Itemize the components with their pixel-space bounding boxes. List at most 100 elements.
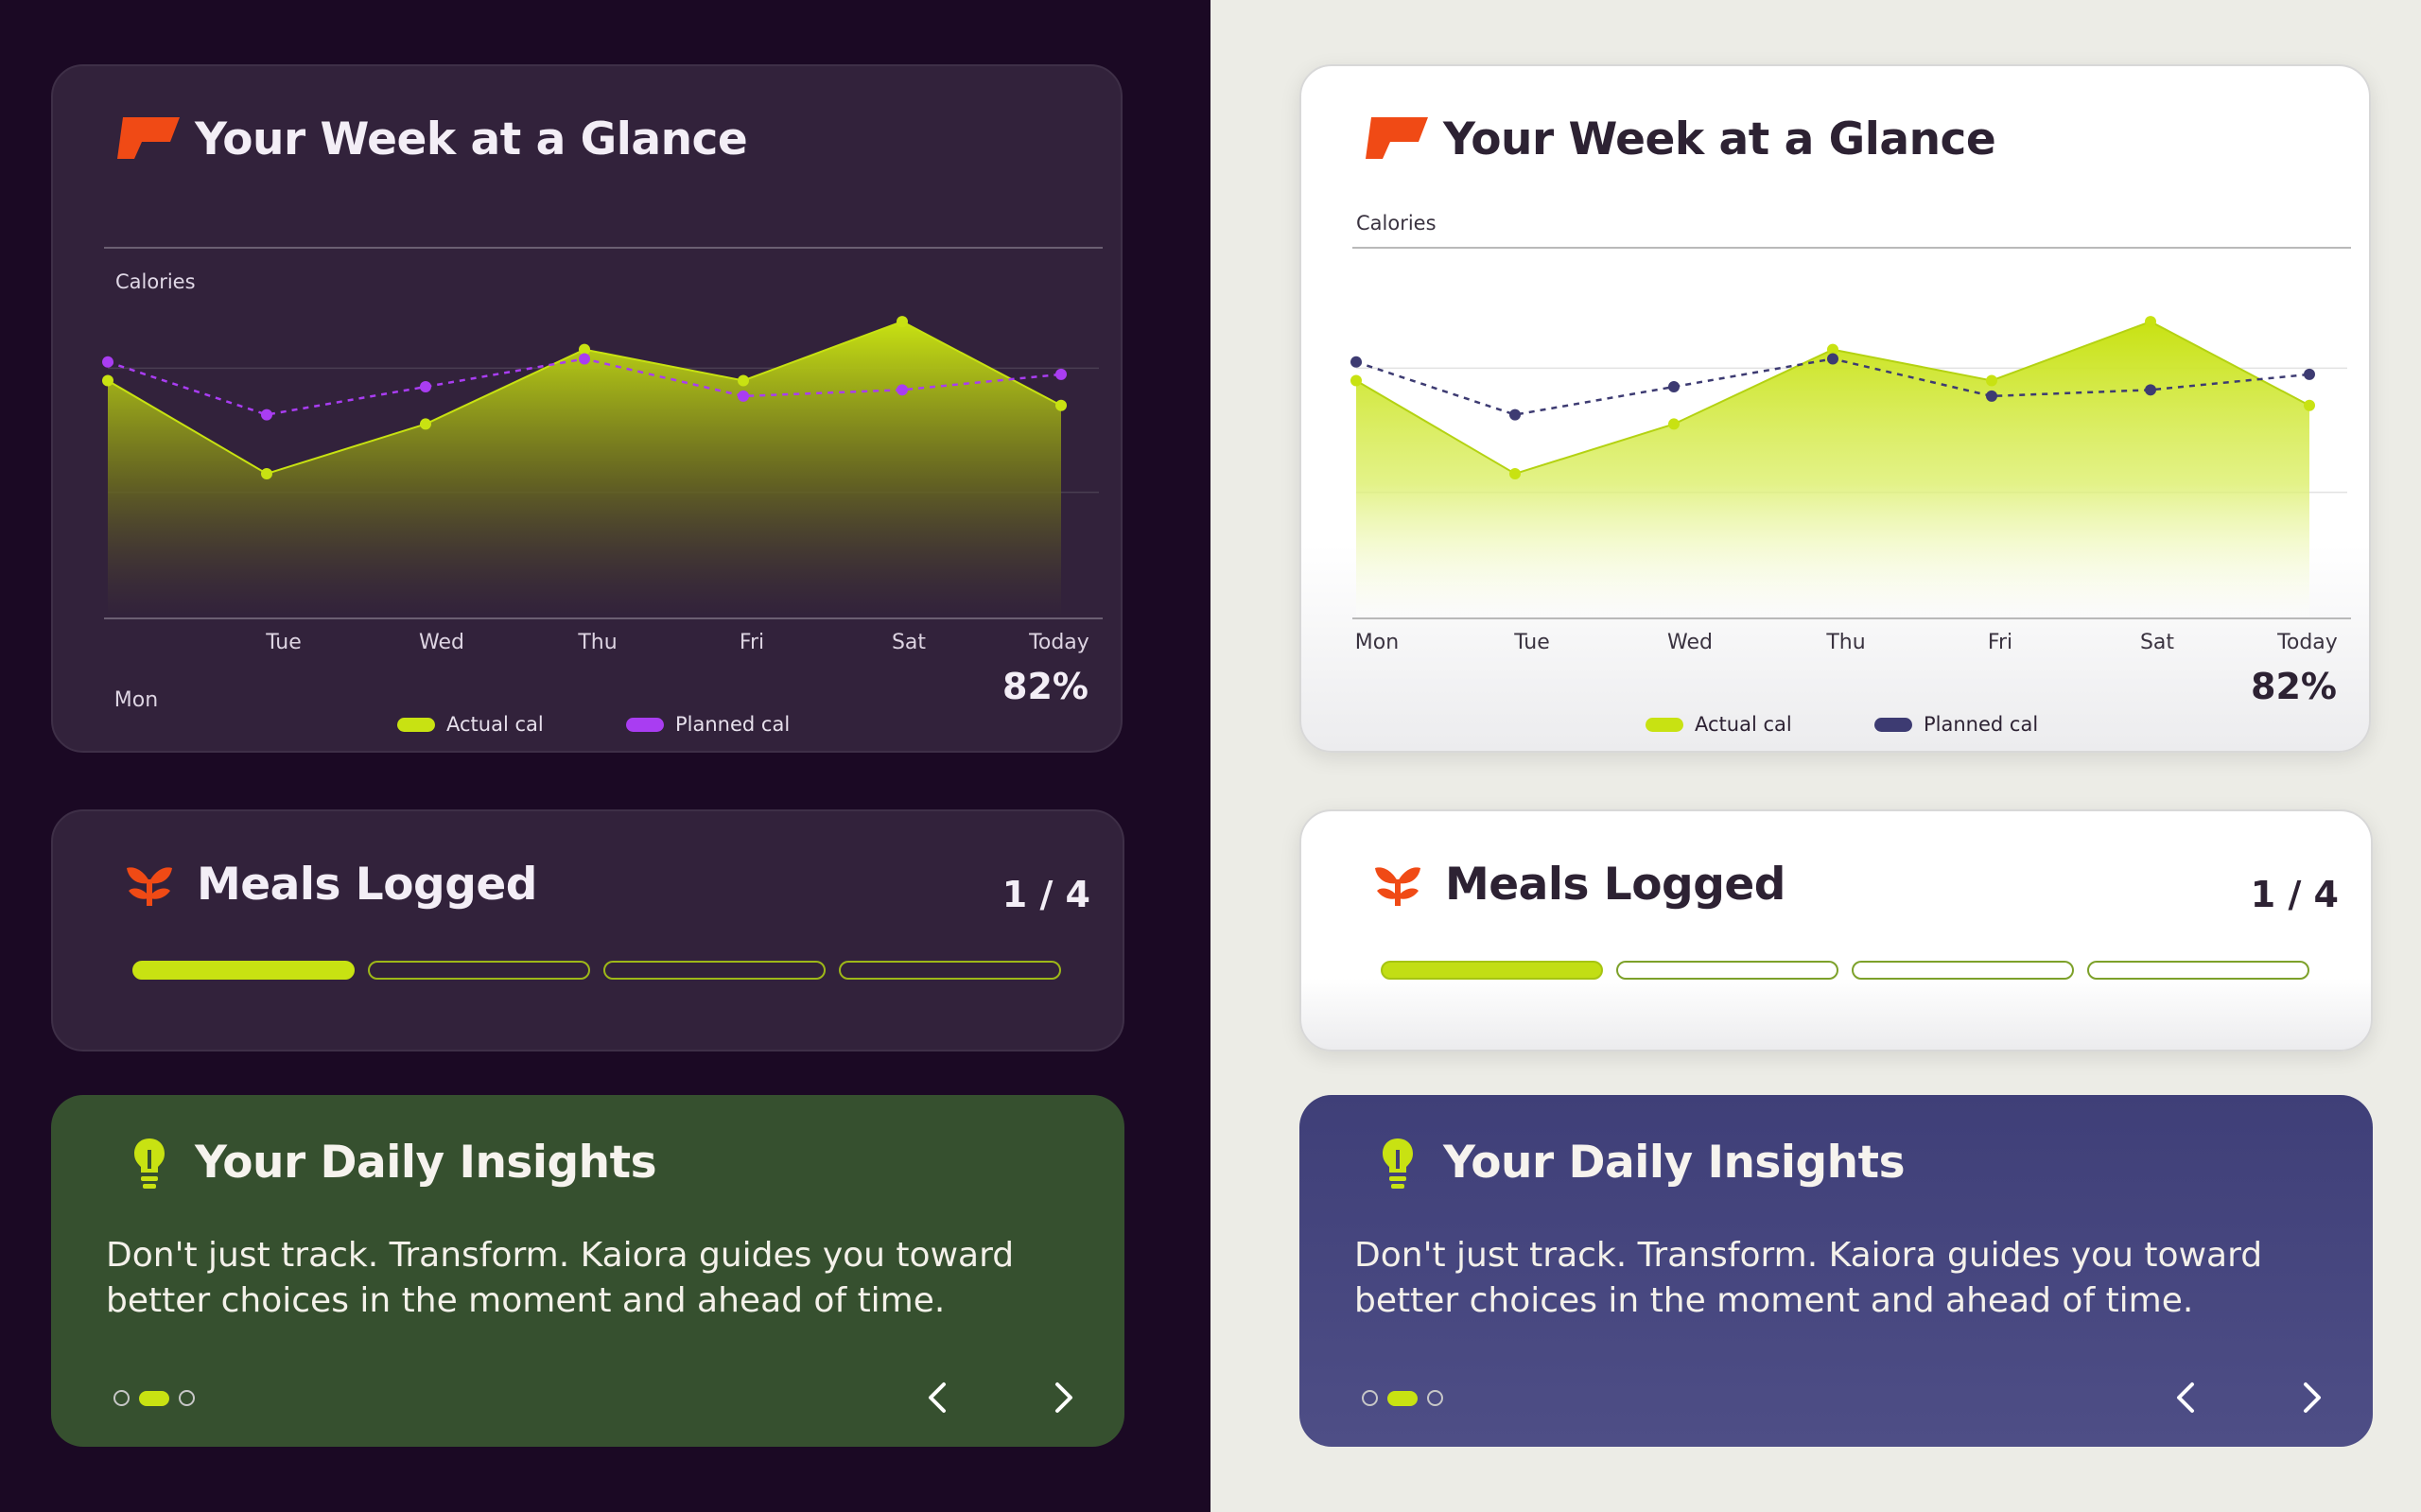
planned-point [738,390,749,402]
weekly-calories-chart [102,247,1103,619]
meals-logged-card: Meals Logged 1 / 4 [1299,809,2373,1051]
planned-point [261,408,272,421]
legend-planned: Planned cal [1874,713,2038,736]
flag-logo-icon [117,117,180,159]
x-tick-fri: Fri [1987,631,2013,654]
x-tick-sat: Sat [891,631,927,654]
actual-area [1356,322,2309,617]
actual-point [738,374,749,387]
x-tick-fri: Fri [739,631,765,654]
x-tick-thu: Thu [578,631,618,654]
planned-point [1509,408,1521,421]
page-dot[interactable] [179,1390,195,1406]
chevron-left-icon[interactable] [2168,1379,2205,1416]
lightbulb-icon [134,1138,165,1189]
dark-theme-panel: Your Week at a Glance Calories Mon Tue W… [0,0,1210,1512]
meals-logged-card: Meals Logged 1 / 4 [51,809,1124,1051]
actual-point [420,418,431,430]
page-dot-active[interactable] [139,1390,169,1406]
page-dot[interactable] [113,1390,130,1406]
legend-label-actual: Actual cal [446,713,544,736]
progress-segment [603,961,826,980]
planned-point [420,381,431,393]
progress-segment [839,961,1061,980]
meals-progress-bar [1381,961,2309,980]
progress-segment [1616,961,1838,980]
actual-point [1986,374,1997,387]
legend-label-planned: Planned cal [1924,713,2039,736]
planned-point [2145,384,2156,396]
x-tick-mon: Mon [1354,631,1400,654]
insights-body: Don't just track. Transform. Kaiora guid… [106,1236,1015,1320]
pagination-dots [113,1390,195,1406]
insights-title: Your Daily Insights [1443,1137,1906,1189]
legend-actual: Actual cal [397,713,544,736]
y-axis-label: Calories [115,270,196,293]
legend-actual: Actual cal [1646,713,1792,736]
daily-insights-card: Your Daily Insights Don't just track. Tr… [51,1095,1124,1447]
meals-progress-bar [132,961,1061,980]
daily-insights-card: Your Daily Insights Don't just track. Tr… [1299,1095,2373,1447]
x-tick-tue: Tue [266,631,302,654]
planned-point [579,353,590,365]
week-glance-card: Your Week at a Glance Calories Mon Tue W… [51,64,1123,753]
planned-point [1055,368,1067,380]
x-tick-mon: Mon [113,688,159,712]
flag-logo-icon [1366,117,1428,159]
week-title: Your Week at a Glance [195,113,748,165]
x-tick-thu: Thu [1826,631,1866,654]
page-dot[interactable] [1427,1390,1443,1406]
planned-point [1986,390,1997,402]
sprout-icon [127,867,172,906]
legend-swatch-planned [626,717,664,732]
planned-point [1350,356,1362,368]
x-tick-wed: Wed [1667,631,1713,654]
planned-point [897,384,908,396]
x-tick-today: Today [1029,631,1089,654]
chevron-right-icon[interactable] [1044,1379,1082,1416]
legend-label-planned: Planned cal [675,713,791,736]
actual-point [1827,343,1838,356]
meals-count: 1 / 4 [2250,874,2339,915]
progress-segment [1852,961,2074,980]
chevron-left-icon[interactable] [919,1379,957,1416]
meals-title: Meals Logged [1445,859,1785,911]
actual-point [1509,467,1521,479]
planned-point [102,356,113,368]
meals-title: Meals Logged [197,859,537,911]
week-title: Your Week at a Glance [1443,113,1996,165]
legend-swatch-actual [397,717,435,732]
insights-title: Your Daily Insights [195,1137,657,1189]
weekly-percent: 82% [2251,666,2337,707]
insights-body: Don't just track. Transform. Kaiora guid… [1354,1236,2263,1320]
actual-point [2304,399,2315,411]
actual-point [261,467,272,479]
legend-planned: Planned cal [626,713,790,736]
legend-swatch-planned [1874,717,1912,732]
actual-point [1668,418,1680,430]
x-tick-sat: Sat [2139,631,2175,654]
legend-label-actual: Actual cal [1695,713,1792,736]
actual-point [897,316,908,328]
weekly-percent: 82% [1002,666,1089,707]
x-tick-today: Today [2277,631,2338,654]
lightbulb-icon [1383,1138,1413,1189]
sprout-icon [1375,867,1420,906]
y-axis-label: Calories [1356,212,1437,235]
legend-swatch-actual [1646,717,1683,732]
actual-point [579,343,590,356]
progress-segment [1381,961,1603,980]
planned-point [1827,353,1838,365]
meals-count: 1 / 4 [1001,874,1090,915]
week-glance-card: Your Week at a Glance Calories Mon Tue W… [1299,64,2371,753]
actual-area [108,322,1061,617]
pagination-dots [1362,1390,1443,1406]
chevron-right-icon[interactable] [2292,1379,2330,1416]
x-tick-wed: Wed [419,631,464,654]
actual-point [1350,374,1362,387]
actual-point [1055,399,1067,411]
progress-segment [368,961,590,980]
page-dot-active[interactable] [1387,1390,1418,1406]
weekly-calories-chart [1350,247,2351,619]
page-dot[interactable] [1362,1390,1378,1406]
